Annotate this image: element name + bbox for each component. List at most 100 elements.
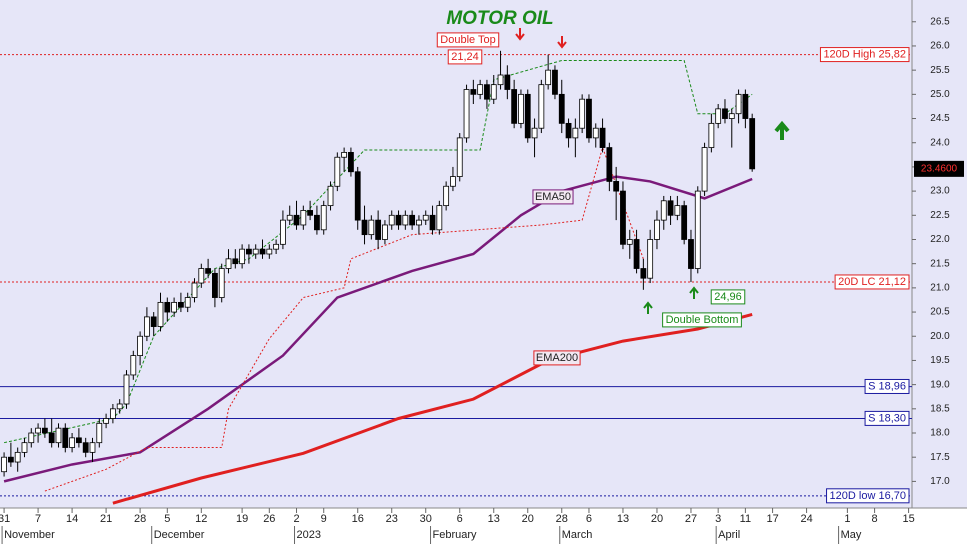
candle-body bbox=[130, 355, 137, 376]
candle-body bbox=[728, 113, 735, 119]
candle-body bbox=[48, 432, 55, 444]
candle-body bbox=[184, 297, 191, 308]
y-tick-label: 24.5 bbox=[930, 113, 950, 124]
candle-body bbox=[572, 127, 579, 139]
candle-body bbox=[225, 258, 232, 269]
line-name-label: EMA50 bbox=[535, 191, 571, 203]
y-tick-label: 21.0 bbox=[930, 283, 950, 294]
month-label: 2023 bbox=[297, 529, 321, 541]
candle-body bbox=[375, 219, 382, 240]
y-tick-label: 20.0 bbox=[930, 331, 950, 342]
candle-body bbox=[89, 442, 96, 453]
x-tick-label: 20 bbox=[522, 513, 534, 525]
y-tick-label: 17.5 bbox=[930, 452, 950, 463]
x-tick-label: 17 bbox=[766, 513, 778, 525]
y-tick-label: 18.5 bbox=[930, 403, 950, 414]
candle-body bbox=[28, 432, 35, 444]
x-tick-label: 6 bbox=[457, 513, 463, 525]
candle-body bbox=[633, 239, 640, 269]
level-label-box bbox=[819, 47, 910, 63]
candle-body bbox=[640, 268, 647, 279]
candle-body bbox=[273, 243, 280, 250]
y-tick-label: 25.0 bbox=[930, 89, 950, 100]
month-label: April bbox=[718, 529, 740, 541]
candle-body bbox=[7, 456, 14, 463]
annotation-box bbox=[662, 312, 742, 328]
candle-body bbox=[429, 214, 436, 231]
y-tick-label: 19.5 bbox=[930, 355, 950, 366]
candle-body bbox=[361, 219, 368, 236]
candle-body bbox=[667, 200, 674, 216]
candle-body bbox=[246, 248, 252, 255]
candle-body bbox=[286, 214, 293, 221]
y-tick-label: 19.0 bbox=[930, 379, 950, 390]
level-label-box bbox=[864, 410, 910, 426]
candle-body bbox=[565, 122, 572, 139]
x-tick-label: 3 bbox=[715, 513, 721, 525]
candle-body bbox=[531, 127, 538, 139]
candle-body bbox=[82, 442, 89, 453]
arrow-up bbox=[689, 286, 699, 299]
candle-body bbox=[116, 403, 123, 410]
candle-body bbox=[1, 456, 7, 473]
month-label: November bbox=[4, 529, 55, 541]
x-tick-label: 2 bbox=[293, 513, 299, 525]
x-tick-label: 12 bbox=[195, 513, 207, 525]
candle-body bbox=[307, 210, 314, 216]
annotation: Double Top bbox=[440, 34, 495, 46]
candle-body bbox=[62, 427, 69, 448]
y-tick-label: 18.0 bbox=[930, 428, 950, 439]
x-tick-label: 30 bbox=[420, 513, 432, 525]
month-label: February bbox=[433, 529, 478, 541]
x-tick-label: 6 bbox=[586, 513, 592, 525]
candle-body bbox=[96, 422, 103, 444]
candle-body bbox=[150, 316, 157, 327]
candle-body bbox=[259, 248, 266, 255]
candle-body bbox=[416, 219, 422, 226]
candle-body bbox=[293, 214, 300, 226]
candle-body bbox=[470, 89, 477, 95]
level-label-box bbox=[826, 488, 910, 504]
month-label: December bbox=[154, 529, 205, 541]
candle-body bbox=[354, 171, 361, 221]
x-tick-label: 15 bbox=[902, 513, 914, 525]
arrow-down bbox=[557, 36, 567, 49]
candle-body bbox=[35, 427, 41, 434]
arrow-up-big bbox=[774, 120, 790, 140]
candle-body bbox=[327, 185, 334, 207]
candle-body bbox=[552, 69, 558, 95]
x-tick-label: 1 bbox=[844, 513, 850, 525]
candle-body bbox=[178, 301, 184, 308]
candle-body bbox=[586, 98, 592, 139]
annotation: Double Bottom bbox=[666, 314, 739, 326]
x-tick-label: 31 bbox=[0, 513, 10, 525]
candle-body bbox=[103, 418, 109, 424]
chart-title: MOTOR OIL bbox=[446, 8, 553, 29]
candle-body bbox=[422, 214, 429, 221]
candle-body bbox=[109, 408, 116, 419]
candle-body bbox=[518, 93, 524, 124]
x-tick-label: 7 bbox=[35, 513, 41, 525]
candle-body bbox=[599, 127, 606, 148]
candle-body bbox=[538, 84, 545, 129]
annotation-box bbox=[710, 289, 746, 305]
candle-body bbox=[620, 190, 626, 245]
level-label: 20D LC 21,12 bbox=[838, 276, 906, 288]
line-name-box bbox=[533, 350, 581, 366]
candle-body bbox=[681, 205, 688, 240]
y-tick-label: 22.0 bbox=[930, 234, 950, 245]
y-tick-label: 24.0 bbox=[930, 137, 950, 148]
line-name-box bbox=[532, 189, 574, 205]
candle-body bbox=[701, 147, 708, 192]
candle-body bbox=[348, 151, 354, 173]
candle-body bbox=[232, 258, 239, 265]
candle-body bbox=[21, 442, 28, 453]
y-tick-label: 23.0 bbox=[930, 186, 950, 197]
level-label: S 18,30 bbox=[868, 412, 906, 424]
line-name-label: EMA200 bbox=[536, 352, 578, 364]
y-tick-label: 26.0 bbox=[930, 41, 950, 52]
annotation: 21,24 bbox=[451, 51, 479, 63]
candle-body bbox=[558, 93, 565, 124]
candle-body bbox=[41, 427, 48, 434]
